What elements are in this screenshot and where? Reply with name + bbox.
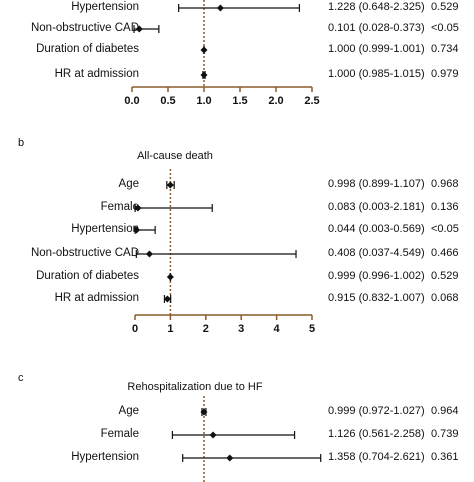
row-ci-value: 0.101 (0.028-0.373)	[328, 22, 425, 34]
row-label: Age	[118, 405, 139, 417]
forest-row	[200, 408, 208, 416]
x-tick-label: 5	[309, 323, 315, 335]
row-label: HR at admission	[54, 68, 139, 80]
forest-row	[133, 25, 160, 33]
panel-c: c Rehospitalization due to HF Age 0.999 (…	[0, 372, 474, 482]
x-tick-label: 0.0	[124, 95, 139, 107]
row-ci-value: 0.999 (0.972-1.027)	[328, 405, 425, 417]
row-p-value: <0.05	[431, 22, 459, 34]
panel-letter: b	[18, 137, 25, 149]
forest-row	[166, 273, 174, 281]
row-p-value: 0.734	[431, 43, 459, 55]
row-ci-value: 1.126 (0.561-2.258)	[328, 428, 425, 440]
x-tick-label: 2.0	[268, 95, 283, 107]
forest-row	[166, 181, 175, 189]
x-tick-label: 2	[203, 323, 209, 335]
row-ci-value: 1.000 (0.985-1.015)	[328, 68, 425, 80]
x-tick-label: 3	[238, 323, 244, 335]
point-estimate-marker	[166, 181, 174, 189]
point-estimate-marker	[200, 71, 208, 79]
point-estimate-marker	[145, 250, 153, 258]
forest-row	[135, 250, 297, 258]
forest-plot-c	[171, 396, 322, 482]
point-estimate-marker	[135, 25, 143, 33]
forest-row	[178, 4, 300, 12]
row-ci-value: 0.044 (0.003-0.569)	[328, 223, 425, 235]
forest-plot-a: 0.0 0.5 1.0 1.5 2.0 2.5	[124, 0, 320, 107]
row-ci-value: 0.998 (0.899-1.107)	[328, 178, 425, 190]
point-estimate-marker	[226, 454, 234, 462]
row-label: Duration of diabetes	[36, 43, 139, 55]
point-estimate-marker	[200, 408, 208, 416]
row-p-value: 0.361	[431, 451, 459, 463]
forest-row	[133, 226, 156, 234]
row-ci-value: 1.358 (0.704-2.621)	[328, 451, 425, 463]
row-ci-value: 0.999 (0.996-1.002)	[328, 270, 425, 282]
point-estimate-marker	[134, 204, 142, 212]
point-estimate-marker	[216, 4, 224, 12]
x-tick-label: 1.0	[196, 95, 211, 107]
row-label: Non-obstructive CAD	[30, 22, 139, 34]
row-ci-value: 0.083 (0.003-2.181)	[328, 201, 425, 213]
panel-letter: c	[18, 372, 24, 384]
row-label: Hypertension	[71, 1, 139, 13]
x-tick-label: 0.5	[160, 95, 175, 107]
forest-row	[182, 454, 322, 462]
x-tick-label: 0	[132, 323, 138, 335]
row-label: Duration of diabetes	[36, 270, 139, 282]
row-p-value: 0.068	[431, 292, 459, 304]
point-estimate-marker	[166, 273, 174, 281]
point-estimate-marker	[163, 295, 171, 303]
row-label: HR at admission	[54, 292, 139, 304]
row-p-value: 0.529	[431, 1, 459, 13]
row-p-value: 0.529	[431, 270, 459, 282]
x-tick-label: 4	[274, 323, 281, 335]
x-tick-label: 1	[167, 323, 173, 335]
row-ci-value: 1.228 (0.648-2.325)	[328, 1, 425, 13]
x-tick-label: 2.5	[304, 95, 319, 107]
row-label: Female	[100, 201, 139, 213]
row-p-value: <0.05	[431, 223, 459, 235]
forest-row	[171, 431, 296, 439]
forest-plot-b: 0 1 2 3 4 5	[132, 169, 315, 335]
row-ci-value: 0.408 (0.037-4.549)	[328, 247, 425, 259]
point-estimate-marker	[133, 226, 141, 234]
forest-row	[134, 204, 213, 212]
forest-row	[163, 295, 172, 303]
row-label: Non-obstructive CAD	[30, 247, 139, 259]
row-label: Female	[100, 428, 139, 440]
forest-row	[200, 71, 208, 79]
row-p-value: 0.968	[431, 178, 459, 190]
x-tick-label: 1.5	[232, 95, 247, 107]
point-estimate-marker	[209, 431, 217, 439]
row-label: Hypertension	[71, 451, 139, 463]
row-ci-value: 0.915 (0.832-1.007)	[328, 292, 425, 304]
row-label: Hypertension	[71, 223, 139, 235]
chart-title: Rehospitalization due to HF	[127, 381, 263, 393]
chart-title: All-cause death	[137, 150, 213, 162]
row-label: Age	[118, 178, 139, 190]
panel-a: 0.0 0.5 1.0 1.5 2.0 2.5 Hypertension 1.228 (0.…	[0, 0, 474, 114]
forest-row	[200, 46, 208, 54]
panel-b: b All-cause death 0 1 2 3 4 5 Age 0.998 (0.899…	[0, 137, 474, 337]
row-ci-value: 1.000 (0.999-1.001)	[328, 43, 425, 55]
point-estimate-marker	[200, 46, 208, 54]
row-p-value: 0.466	[431, 247, 459, 259]
row-p-value: 0.964	[431, 405, 459, 417]
row-p-value: 0.739	[431, 428, 459, 440]
row-p-value: 0.136	[431, 201, 459, 213]
row-p-value: 0.979	[431, 68, 459, 80]
